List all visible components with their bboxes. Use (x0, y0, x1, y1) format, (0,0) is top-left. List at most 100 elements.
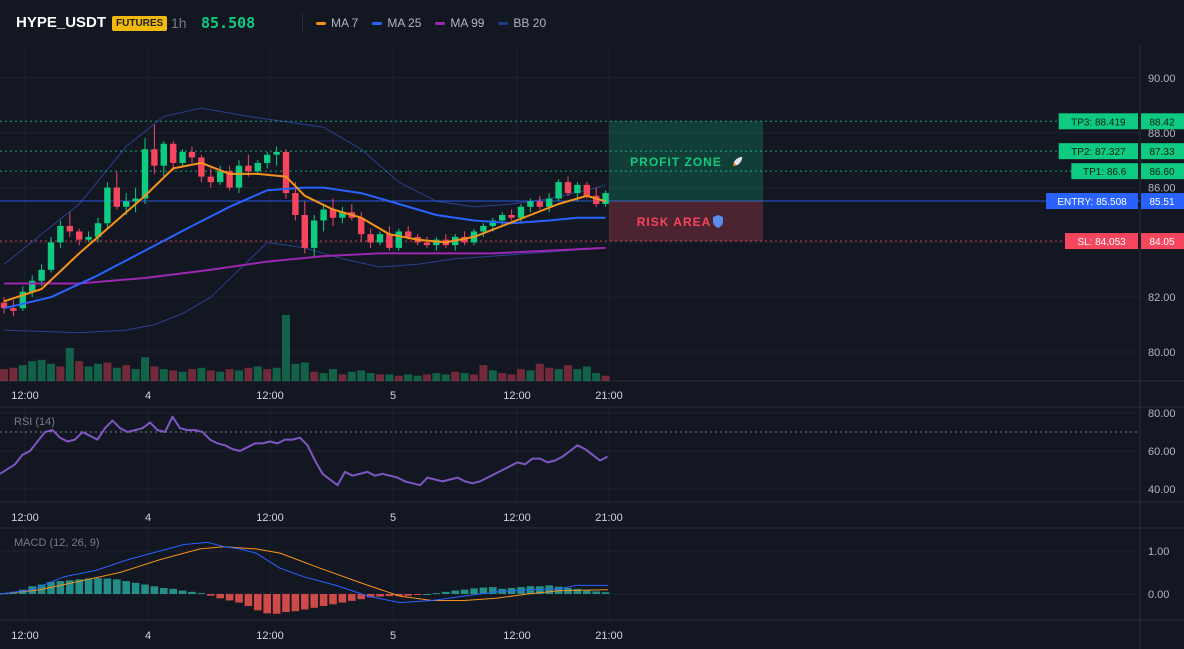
macd-hist-bar (470, 588, 478, 594)
macd-hist-bar (423, 594, 431, 595)
candle-body (499, 215, 506, 221)
macd-hist-bar (545, 585, 553, 594)
level-tag-tp2: TP2: 87.327 (1071, 147, 1126, 158)
level-axis-value-tp1: 86.60 (1149, 167, 1174, 178)
candle (376, 231, 384, 246)
volume-bar (432, 373, 441, 381)
x-axis-tick: 12:00 (11, 390, 39, 402)
rsi-axis-tick: 60.00 (1148, 446, 1176, 458)
candle-body (329, 209, 337, 218)
level-tag-tp3: TP3: 88.419 (1071, 117, 1126, 128)
macd-hist-bar (75, 579, 83, 594)
volume-bar (385, 374, 394, 381)
x-axis-tick: 21:00 (595, 630, 623, 642)
candle (57, 220, 64, 248)
macd-label: MACD (12, 26, 9) (14, 537, 100, 549)
volume-bar (347, 371, 356, 381)
volume-bar (197, 367, 206, 381)
x-axis-tick: 12:00 (11, 512, 39, 524)
level-axis-value-sl: 84.05 (1149, 237, 1174, 248)
volume-bar (9, 367, 18, 381)
candle (282, 149, 290, 199)
legend-label: BB 20 (513, 16, 547, 30)
candle-body (546, 198, 553, 207)
volume-bar (141, 357, 149, 381)
candle-body (170, 143, 177, 163)
candle-body (235, 165, 243, 188)
macd-hist-bar (404, 594, 412, 596)
candle-body (94, 223, 102, 237)
candle-body (536, 201, 543, 207)
candle (179, 149, 186, 166)
volume-bar (413, 375, 422, 381)
candle-body (339, 212, 346, 218)
candle-body (254, 162, 261, 172)
price-axis-tick: 90.00 (1148, 73, 1176, 85)
macd-hist-bar (113, 579, 121, 594)
x-axis-tick: 4 (145, 512, 151, 524)
candle-body (151, 149, 158, 166)
x-axis-tick: 12:00 (256, 630, 284, 642)
candle (113, 171, 120, 210)
level-tag-box (1058, 113, 1138, 130)
header-divider (302, 14, 303, 32)
candle-body (179, 151, 186, 163)
legend-item[interactable]: MA 99 (435, 16, 484, 30)
symbol-name[interactable]: HYPE_USDT (16, 14, 107, 31)
legend-item[interactable]: BB 20 (498, 16, 546, 30)
macd-hist-bar (150, 586, 159, 594)
ma99-line (4, 246, 606, 285)
candle (10, 299, 17, 317)
candle (527, 198, 534, 213)
candle (320, 204, 327, 232)
legend-label: MA 7 (331, 16, 359, 30)
volume-bar (451, 371, 460, 381)
macd-hist-bar (160, 587, 168, 594)
indicator-legend: MA 7 MA 25 MA 99 BB 20 (316, 16, 546, 30)
price-axis-tick: 88.00 (1148, 128, 1176, 140)
volume-bar (206, 370, 215, 381)
timeframe-selector[interactable]: 1h (171, 15, 187, 31)
macd-hist-bar (207, 594, 215, 596)
volume-bar (253, 366, 262, 381)
volume-bar (554, 369, 563, 381)
candle-body (574, 184, 581, 194)
macd-hist-bar (178, 590, 187, 594)
candle-body (292, 193, 299, 215)
candle (367, 228, 374, 248)
macd-hist-bar (451, 590, 459, 594)
volume-bar (65, 348, 74, 381)
candle-body (489, 220, 496, 226)
volume-bar (75, 361, 84, 381)
candle (235, 160, 243, 194)
level-axis-box (1141, 163, 1184, 180)
volume-series (0, 315, 610, 381)
price-axis-tick: 80.00 (1148, 347, 1176, 359)
macd-hist-bar (592, 591, 600, 594)
line-swatch-icon (372, 21, 383, 25)
macd-signal-line (0, 546, 609, 601)
volume-bar (272, 367, 281, 381)
volume-bar (564, 365, 572, 381)
legend-item[interactable]: MA 7 (316, 16, 358, 30)
macd-hist-bar (536, 586, 544, 594)
candle-body (245, 165, 252, 172)
macd-hist-bar (47, 581, 55, 594)
macd-hist-bar (141, 584, 149, 594)
macd-hist-bar (460, 589, 469, 594)
candle-body (66, 225, 73, 232)
legend-item[interactable]: MA 25 (372, 16, 421, 30)
price-axis-tick: 86.00 (1148, 183, 1176, 195)
macd-hist-bar (489, 587, 497, 594)
candle (395, 228, 402, 251)
volume-bar (300, 362, 309, 381)
candle-body (217, 171, 224, 183)
candle (141, 138, 149, 205)
macd-axis-tick: 0.00 (1148, 589, 1169, 601)
volume-bar (601, 375, 610, 381)
candle-body (47, 242, 55, 270)
candle (47, 236, 55, 273)
candle-body (113, 187, 120, 207)
legend-label: MA 99 (450, 16, 485, 30)
